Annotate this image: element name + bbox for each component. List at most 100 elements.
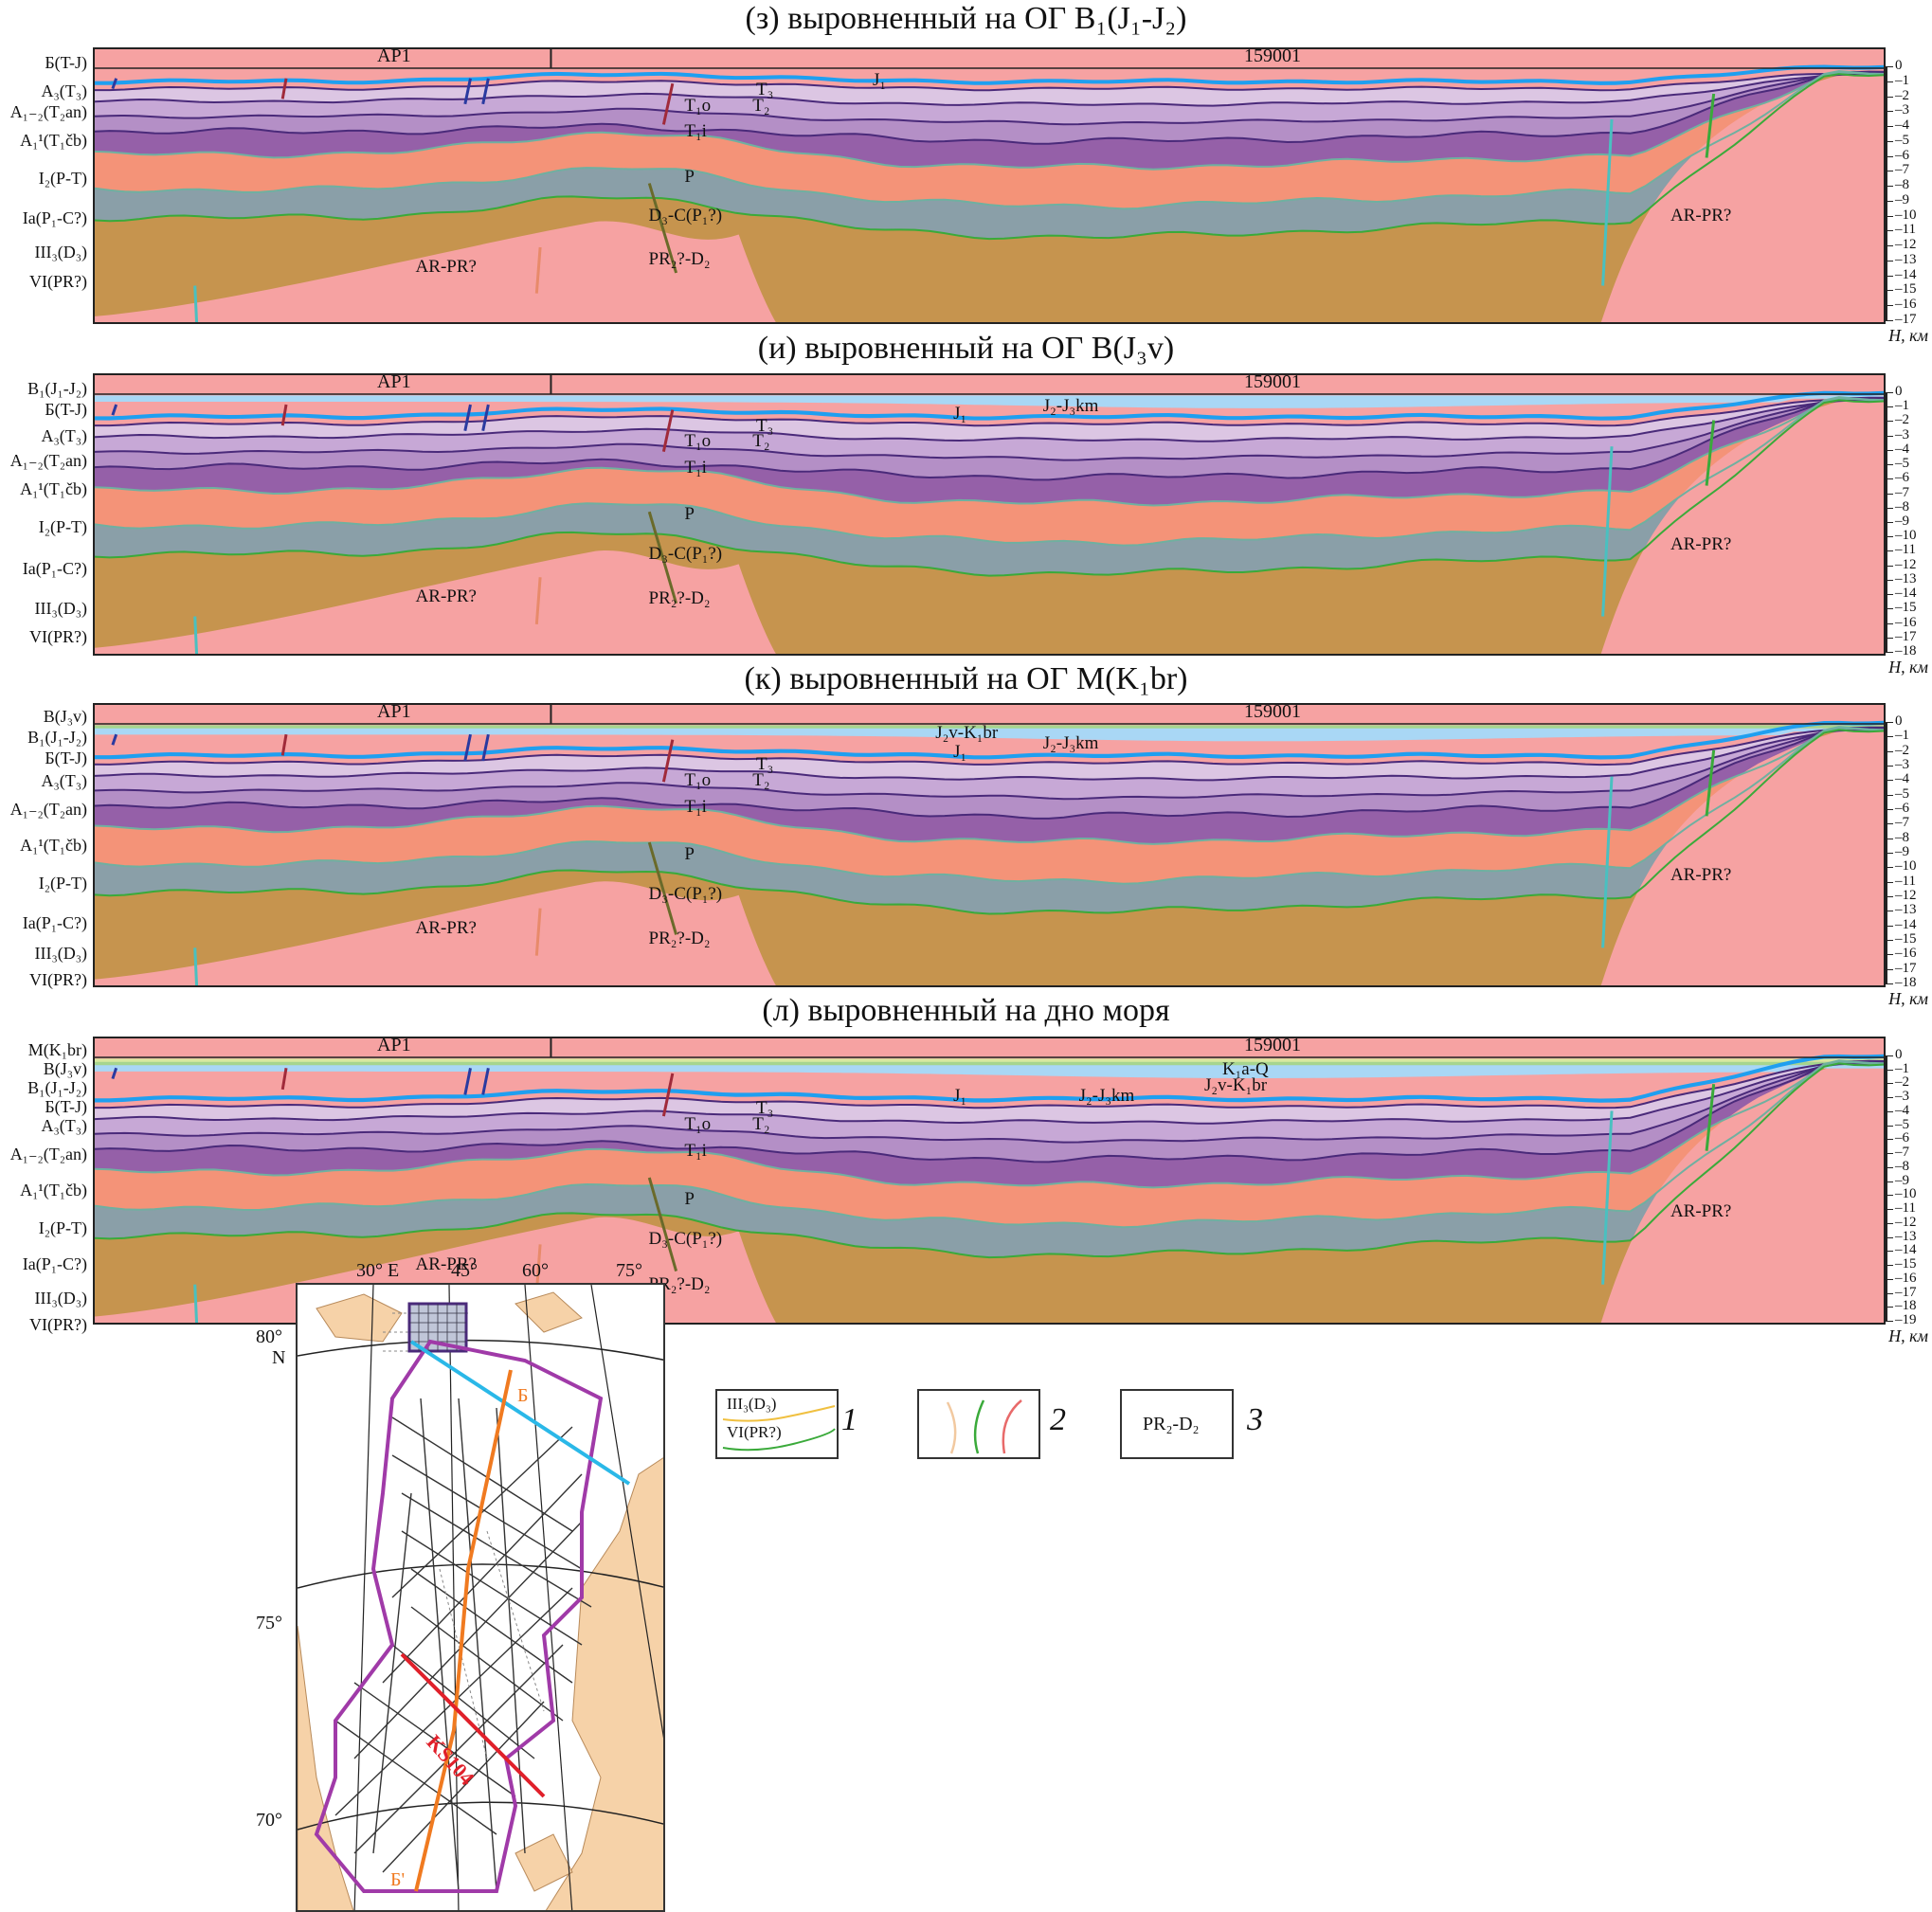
horizon-label: Ia(P₁-C?) (22, 1254, 87, 1273)
depth-tick (1886, 637, 1893, 639)
horizon-label: III₃(D₃) (34, 599, 87, 618)
depth-tick-label: –8 (1895, 1158, 1909, 1174)
fault-line (193, 616, 199, 654)
depth-tick (1886, 1069, 1893, 1071)
depth-tick-label: –17 (1895, 312, 1917, 327)
cover-layer (95, 1065, 1884, 1078)
depth-tick (1886, 1166, 1893, 1168)
depth-tick-label: –8 (1895, 498, 1909, 514)
depth-tick-label: –15 (1895, 281, 1917, 298)
unit-label: AR-PR? (1670, 865, 1732, 886)
unit-label: T₁i (684, 120, 707, 141)
depth-tick-label: –3 (1895, 1089, 1909, 1105)
unit-label: T₃ (756, 754, 774, 775)
basement-high-left (95, 881, 776, 985)
unit-label: T₁i (684, 796, 707, 817)
horizon-label: VI(PR?) (29, 272, 87, 291)
layer-j1 (95, 720, 1884, 760)
unit-label: J₂-J₃km (1042, 733, 1099, 754)
unit-label: T₂ (752, 770, 770, 791)
fault-line (1705, 93, 1716, 158)
legend-1-lines (722, 1405, 836, 1452)
profile-name: 159001 (1244, 701, 1301, 722)
horizon-label: A₃(T₃) (41, 1116, 87, 1135)
unit-label: J₁ (953, 404, 967, 424)
depth-tick (1886, 290, 1893, 292)
depth-tick (1886, 186, 1893, 188)
depth-tick (1886, 925, 1893, 927)
depth-tick (1886, 96, 1893, 98)
horizon-line (95, 1062, 1884, 1259)
cross-section-frame (93, 703, 1886, 987)
unit-label: J₂-J₃km (1078, 1086, 1135, 1107)
depth-tick-label: –10 (1895, 858, 1917, 875)
depth-tick-label: –12 (1895, 237, 1917, 253)
depth-tick (1886, 722, 1893, 723)
depth-tick-label: –6 (1895, 147, 1909, 163)
depth-tick-label: –11 (1895, 873, 1916, 889)
fault-line (661, 739, 675, 783)
horizon-label: A₁₋₂(T₂an) (9, 102, 87, 121)
unit-label: T₁o (684, 1113, 712, 1134)
depth-tick-label: –15 (1895, 600, 1917, 616)
unit-label: T₁o (684, 95, 712, 116)
depth-tick (1886, 809, 1893, 810)
fault-line (1601, 1110, 1614, 1285)
fault-line (111, 404, 118, 416)
depth-tick-label: –7 (1895, 1145, 1909, 1161)
depth-tick-label: –11 (1895, 222, 1916, 238)
depth-tick-label: –2 (1895, 412, 1909, 428)
unit-label: J₂v-K₁br (935, 723, 999, 744)
legend-2-lines (946, 1399, 1022, 1454)
horizon-line (95, 72, 1884, 92)
legend-1-number: 1 (841, 1402, 858, 1437)
depth-tick-label: –12 (1895, 1214, 1917, 1230)
horizon-label: III₃(D₃) (34, 243, 87, 262)
fault-line (647, 841, 678, 935)
depth-tick (1886, 478, 1893, 480)
horizon-label: VI(PR?) (29, 1315, 87, 1334)
depth-tick (1886, 126, 1893, 128)
horizon-label: VI(PR?) (29, 627, 87, 646)
depth-tick-label: –16 (1895, 614, 1917, 630)
horizon-label: I₂(P-T) (38, 517, 87, 536)
depth-axis (1886, 66, 1887, 320)
horizon-label: I₂(P-T) (38, 1218, 87, 1237)
depth-tick-label: –13 (1895, 570, 1917, 586)
depth-tick (1886, 1195, 1893, 1197)
depth-tick-label: –8 (1895, 177, 1909, 193)
depth-unit-label: H, км (1888, 989, 1928, 1008)
depth-tick-label: –13 (1895, 251, 1917, 267)
unit-label: AR-PR? (1670, 1200, 1732, 1221)
depth-tick-label: –5 (1895, 785, 1909, 802)
depth-tick-label: –17 (1895, 960, 1917, 976)
depth-tick-label: –1 (1895, 728, 1909, 744)
depth-tick-label: –15 (1895, 931, 1917, 947)
depth-tick (1886, 983, 1893, 984)
fault-line (661, 1073, 675, 1117)
horizon-label: M(K₁br) (27, 1040, 87, 1059)
profile-name: 159001 (1244, 1035, 1301, 1055)
horizon-line (95, 70, 1884, 145)
unit-label: T₂ (752, 431, 770, 452)
lon-label-75: 75° (616, 1260, 642, 1281)
depth-tick-label: –2 (1895, 87, 1909, 103)
depth-tick (1886, 140, 1893, 142)
profile-name: 159001 (1244, 45, 1301, 66)
depth-tick-label: –8 (1895, 829, 1909, 845)
horizon-label: A₁¹(T₁čb) (20, 131, 87, 150)
legend-2-number: 2 (1050, 1402, 1066, 1437)
depth-tick-label: –4 (1895, 441, 1909, 457)
fault-line (1601, 776, 1614, 948)
horizon-line (95, 726, 1884, 885)
depth-tick (1886, 736, 1893, 738)
depth-tick (1886, 215, 1893, 217)
depth-tick-label: –10 (1895, 528, 1917, 544)
depth-tick (1886, 940, 1893, 941)
horizon-line (95, 397, 1884, 507)
depth-tick-label: –1 (1895, 1060, 1909, 1076)
fault-line (534, 908, 542, 956)
horizon-label: B(J₃v) (43, 707, 87, 726)
depth-tick (1886, 1055, 1893, 1056)
depth-tick (1886, 652, 1893, 653)
